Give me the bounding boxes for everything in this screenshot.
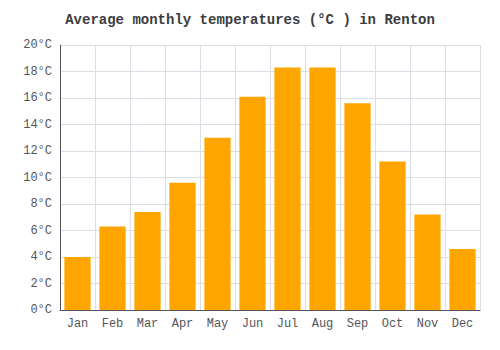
- svg-text:10°C: 10°C: [23, 171, 52, 185]
- svg-text:2°C: 2°C: [30, 277, 52, 291]
- svg-text:20°C: 20°C: [23, 38, 52, 52]
- svg-text:4°C: 4°C: [30, 250, 52, 264]
- svg-text:Feb: Feb: [102, 317, 124, 331]
- svg-text:8°C: 8°C: [30, 197, 52, 211]
- svg-text:May: May: [207, 317, 229, 331]
- svg-text:Sep: Sep: [347, 317, 369, 331]
- svg-text:Oct: Oct: [382, 317, 404, 331]
- svg-text:Jul: Jul: [277, 317, 299, 331]
- svg-text:Dec: Dec: [452, 317, 474, 331]
- svg-text:12°C: 12°C: [23, 144, 52, 158]
- svg-text:Average monthly temperatures (: Average monthly temperatures (°C ) in Re…: [65, 12, 435, 28]
- svg-text:18°C: 18°C: [23, 65, 52, 79]
- svg-text:6°C: 6°C: [30, 224, 52, 238]
- svg-text:Nov: Nov: [417, 317, 439, 331]
- svg-text:Aug: Aug: [312, 317, 334, 331]
- svg-text:14°C: 14°C: [23, 118, 52, 132]
- svg-text:Mar: Mar: [137, 317, 159, 331]
- svg-text:16°C: 16°C: [23, 91, 52, 105]
- svg-text:0°C: 0°C: [30, 303, 52, 317]
- svg-text:Jan: Jan: [67, 317, 89, 331]
- svg-text:Apr: Apr: [172, 317, 194, 331]
- svg-text:Jun: Jun: [242, 317, 264, 331]
